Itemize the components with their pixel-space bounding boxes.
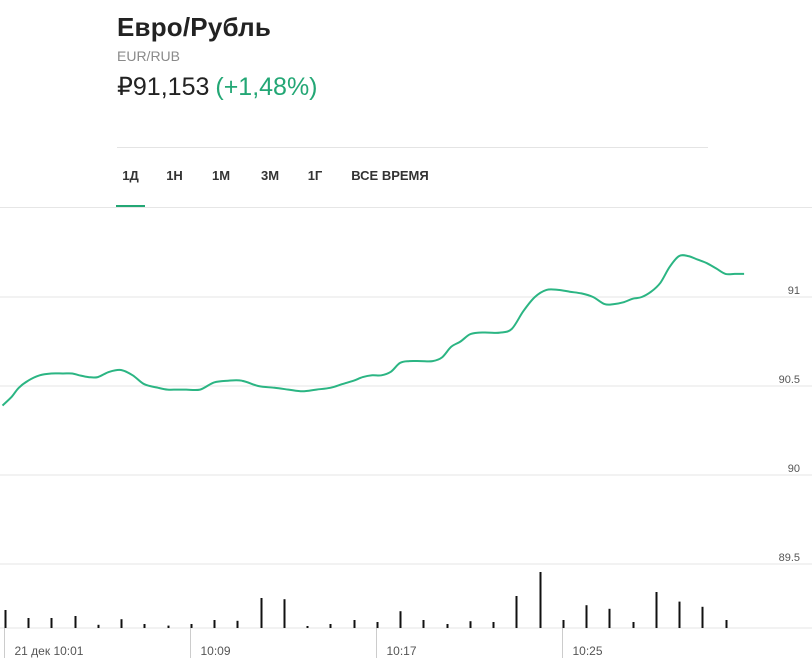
tab-label: 1Д [122, 168, 139, 183]
price-change: (+1,48%) [215, 73, 318, 101]
tab-1y[interactable]: 1Г [307, 168, 323, 208]
y-tick-label: 91 [788, 285, 800, 297]
tab-3m[interactable]: 3М [258, 168, 282, 208]
tab-1m[interactable]: 1М [211, 168, 231, 208]
tabs-divider [0, 207, 812, 208]
x-tick-label: 10:17 [387, 644, 417, 658]
header-divider [117, 147, 708, 148]
x-tick-label: 21 дек 10:01 [15, 644, 84, 658]
tab-label: 1М [211, 168, 231, 183]
x-tick-label: 10:09 [201, 644, 231, 658]
tab-label: 1Н [166, 168, 183, 183]
y-tick-label: 90 [788, 463, 800, 475]
y-tick-label: 89.5 [779, 552, 800, 564]
price-row: ₽91,153 (+1,48%) [117, 72, 318, 102]
current-price: ₽91,153 [117, 73, 210, 101]
x-tick-label: 10:25 [573, 644, 603, 658]
tab-label: ВСЕ ВРЕМЯ [351, 168, 429, 183]
y-tick-label: 90.5 [779, 374, 800, 386]
tab-all-time[interactable]: ВСЕ ВРЕМЯ [349, 168, 431, 208]
ticker-symbol: EUR/RUB [117, 48, 181, 64]
period-tabs: 1Д 1Н 1М 3М 1Г ВСЕ ВРЕМЯ [116, 168, 431, 208]
tab-label: 1Г [307, 168, 323, 183]
price-line [1, 254, 745, 407]
tab-1w[interactable]: 1Н [166, 168, 183, 208]
tab-label: 3М [260, 168, 280, 183]
tab-1d[interactable]: 1Д [116, 168, 145, 208]
page-title: Евро/Рубль [117, 12, 272, 42]
